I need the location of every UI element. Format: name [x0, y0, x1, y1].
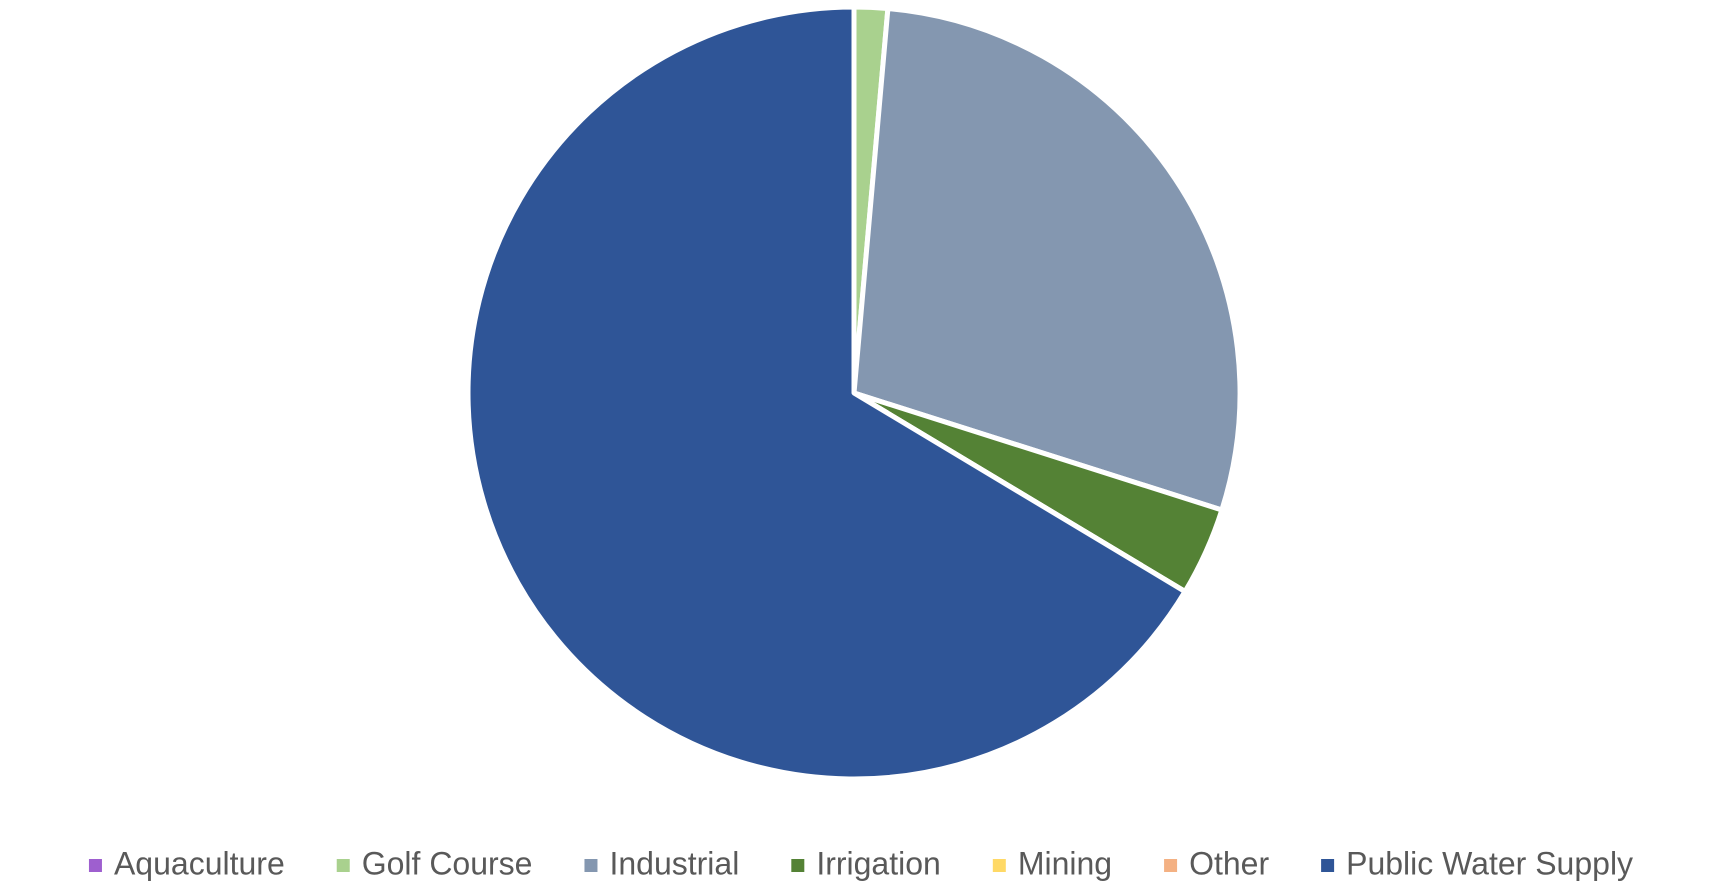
legend-label: Industrial	[609, 845, 739, 881]
pie-slice	[465, 4, 1188, 782]
legend-swatch	[992, 859, 1006, 872]
legend-swatch	[88, 859, 102, 872]
legend-label: Golf Course	[362, 845, 533, 881]
legend-label: Aquaculture	[114, 845, 285, 881]
legend-swatch	[336, 859, 350, 872]
legend-label: Other	[1189, 845, 1269, 881]
legend-swatch	[1164, 859, 1178, 872]
pie-slice	[851, 5, 1243, 513]
legend-label: Public Water Supply	[1346, 845, 1633, 881]
legend-swatch	[584, 859, 598, 872]
legend-swatch	[791, 859, 805, 872]
legend-label: Irrigation	[816, 845, 941, 881]
legend: Aquaculture Golf Course Industrial Irrigati…	[88, 845, 1633, 881]
legend-swatch	[1321, 859, 1335, 872]
legend-label: Mining	[1018, 845, 1112, 881]
